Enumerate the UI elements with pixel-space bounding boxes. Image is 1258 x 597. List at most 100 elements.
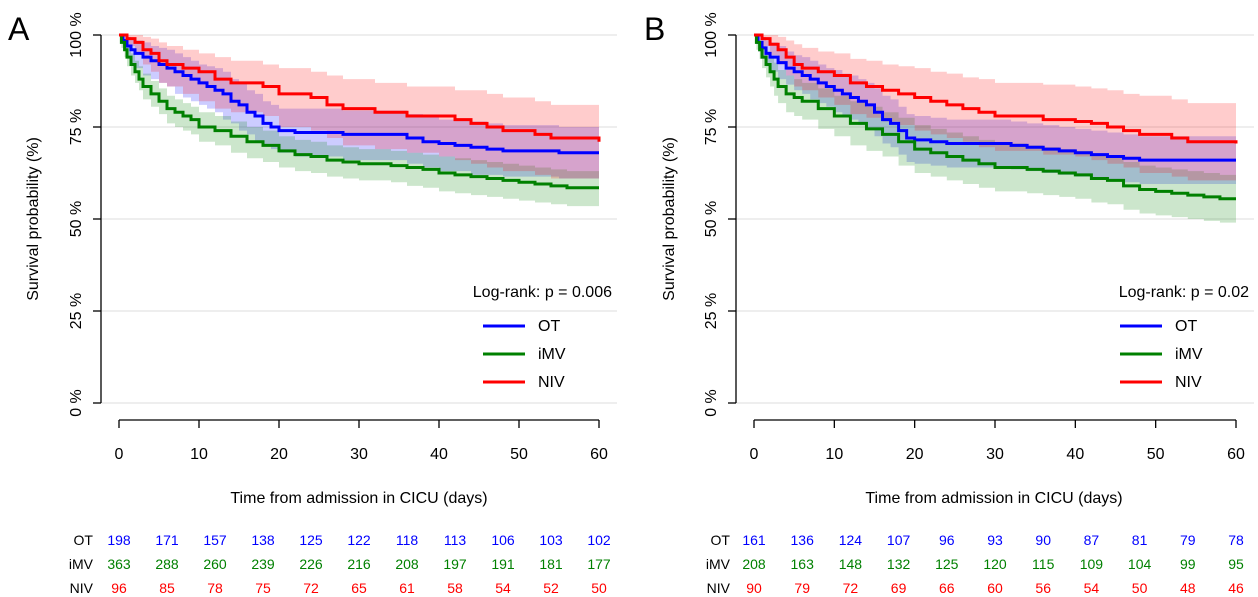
risk-cell: 163 <box>791 556 815 572</box>
risk-cell: 260 <box>203 556 227 572</box>
x-tick-label: 10 <box>190 446 208 463</box>
y-tick-label: 75 % <box>703 109 720 145</box>
risk-row-label: NIV <box>70 580 94 596</box>
ci-band-ot <box>119 35 599 179</box>
x-tick-label: 20 <box>906 446 924 463</box>
risk-cell: 125 <box>299 532 323 548</box>
panel-label: A <box>8 11 30 47</box>
risk-cell: 90 <box>1035 532 1051 548</box>
risk-cell: 90 <box>746 580 762 596</box>
risk-cell: 106 <box>491 532 515 548</box>
risk-cell: 66 <box>939 580 955 596</box>
risk-cell: 60 <box>987 580 1003 596</box>
x-tick-label: 50 <box>1147 446 1165 463</box>
legend-label-ot: OT <box>1175 318 1197 335</box>
risk-cell: 103 <box>539 532 563 548</box>
survival-line-ot <box>119 33 599 155</box>
risk-cell: 197 <box>443 556 467 572</box>
risk-cell: 79 <box>1180 532 1196 548</box>
risk-row-label: NIV <box>707 580 731 596</box>
y-tick-label: 100 % <box>703 12 720 57</box>
legend-label-niv: NIV <box>1175 374 1202 391</box>
legend-label-niv: NIV <box>538 374 565 391</box>
x-tick-label: 10 <box>825 446 843 463</box>
risk-cell: 136 <box>791 532 815 548</box>
logrank-annotation: Log-rank: p = 0.006 <box>473 284 612 301</box>
x-tick-label: 60 <box>590 446 608 463</box>
risk-cell: 87 <box>1084 532 1100 548</box>
risk-cell: 115 <box>1032 556 1055 572</box>
risk-cell: 102 <box>587 532 611 548</box>
risk-cell: 58 <box>447 580 463 596</box>
y-tick-label: 100 % <box>68 12 85 57</box>
x-tick-label: 50 <box>510 446 528 463</box>
legend-label-imv: iMV <box>538 346 566 363</box>
risk-cell: 208 <box>742 556 766 572</box>
risk-cell: 52 <box>543 580 559 596</box>
risk-cell: 104 <box>1128 556 1152 572</box>
km-panel-b: 0 % 25 % 50 % 75 % 100 % 0 10 20 30 40 50 60 Surviva… <box>644 11 1254 596</box>
legend-label-ot: OT <box>538 318 560 335</box>
x-tick-label: 40 <box>1066 446 1084 463</box>
survival-line-imv <box>119 33 599 190</box>
ci-band-imv <box>119 35 599 207</box>
y-tick-label: 50 % <box>68 201 85 237</box>
ci-band-niv <box>754 35 1236 183</box>
risk-cell: 96 <box>111 580 127 596</box>
risk-cell: 61 <box>399 580 415 596</box>
risk-cell: 107 <box>887 532 911 548</box>
risk-cell: 50 <box>591 580 607 596</box>
legend-label-imv: iMV <box>1175 346 1203 363</box>
risk-cell: 132 <box>887 556 911 572</box>
risk-cell: 113 <box>444 532 467 548</box>
survival-line-niv <box>119 33 601 142</box>
risk-cell: 239 <box>251 556 275 572</box>
risk-cell: 161 <box>742 532 766 548</box>
y-tick-label: 25 % <box>703 293 720 329</box>
risk-row-label: iMV <box>69 556 94 572</box>
x-tick-label: 30 <box>350 446 368 463</box>
survival-line-imv <box>754 33 1236 201</box>
panel-label: B <box>644 11 665 47</box>
risk-cell: 148 <box>839 556 863 572</box>
y-tick-label: 25 % <box>68 293 85 329</box>
x-tick-label: 40 <box>430 446 448 463</box>
risk-cell: 69 <box>891 580 907 596</box>
risk-cell: 65 <box>351 580 367 596</box>
x-tick-label: 20 <box>270 446 288 463</box>
x-axis-title: Time from admission in CICU (days) <box>865 490 1122 507</box>
risk-cell: 208 <box>395 556 419 572</box>
risk-cell: 78 <box>207 580 223 596</box>
risk-cell: 124 <box>839 532 863 548</box>
risk-cell: 72 <box>303 580 319 596</box>
risk-row-label: iMV <box>706 556 731 572</box>
logrank-annotation: Log-rank: p = 0.02 <box>1119 284 1249 301</box>
risk-cell: 56 <box>1035 580 1051 596</box>
risk-cell: 171 <box>155 532 179 548</box>
y-tick-label: 75 % <box>68 109 85 145</box>
risk-cell: 120 <box>983 556 1007 572</box>
ci-band-ot <box>754 35 1236 185</box>
risk-cell: 54 <box>495 580 511 596</box>
risk-cell: 181 <box>539 556 563 572</box>
risk-cell: 138 <box>251 532 275 548</box>
risk-cell: 72 <box>843 580 859 596</box>
risk-cell: 177 <box>587 556 611 572</box>
risk-cell: 198 <box>107 532 131 548</box>
risk-cell: 363 <box>107 556 131 572</box>
risk-cell: 93 <box>987 532 1003 548</box>
risk-cell: 54 <box>1084 580 1100 596</box>
risk-cell: 96 <box>939 532 955 548</box>
y-axis-title: Survival probability (%) <box>661 137 678 301</box>
risk-cell: 118 <box>396 532 419 548</box>
risk-cell: 99 <box>1180 556 1196 572</box>
x-tick-label: 30 <box>986 446 1004 463</box>
risk-row-label: OT <box>74 532 94 548</box>
risk-cell: 125 <box>935 556 959 572</box>
risk-cell: 216 <box>347 556 371 572</box>
x-tick-label: 60 <box>1227 446 1245 463</box>
risk-cell: 85 <box>159 580 175 596</box>
risk-cell: 288 <box>155 556 179 572</box>
risk-cell: 75 <box>255 580 271 596</box>
